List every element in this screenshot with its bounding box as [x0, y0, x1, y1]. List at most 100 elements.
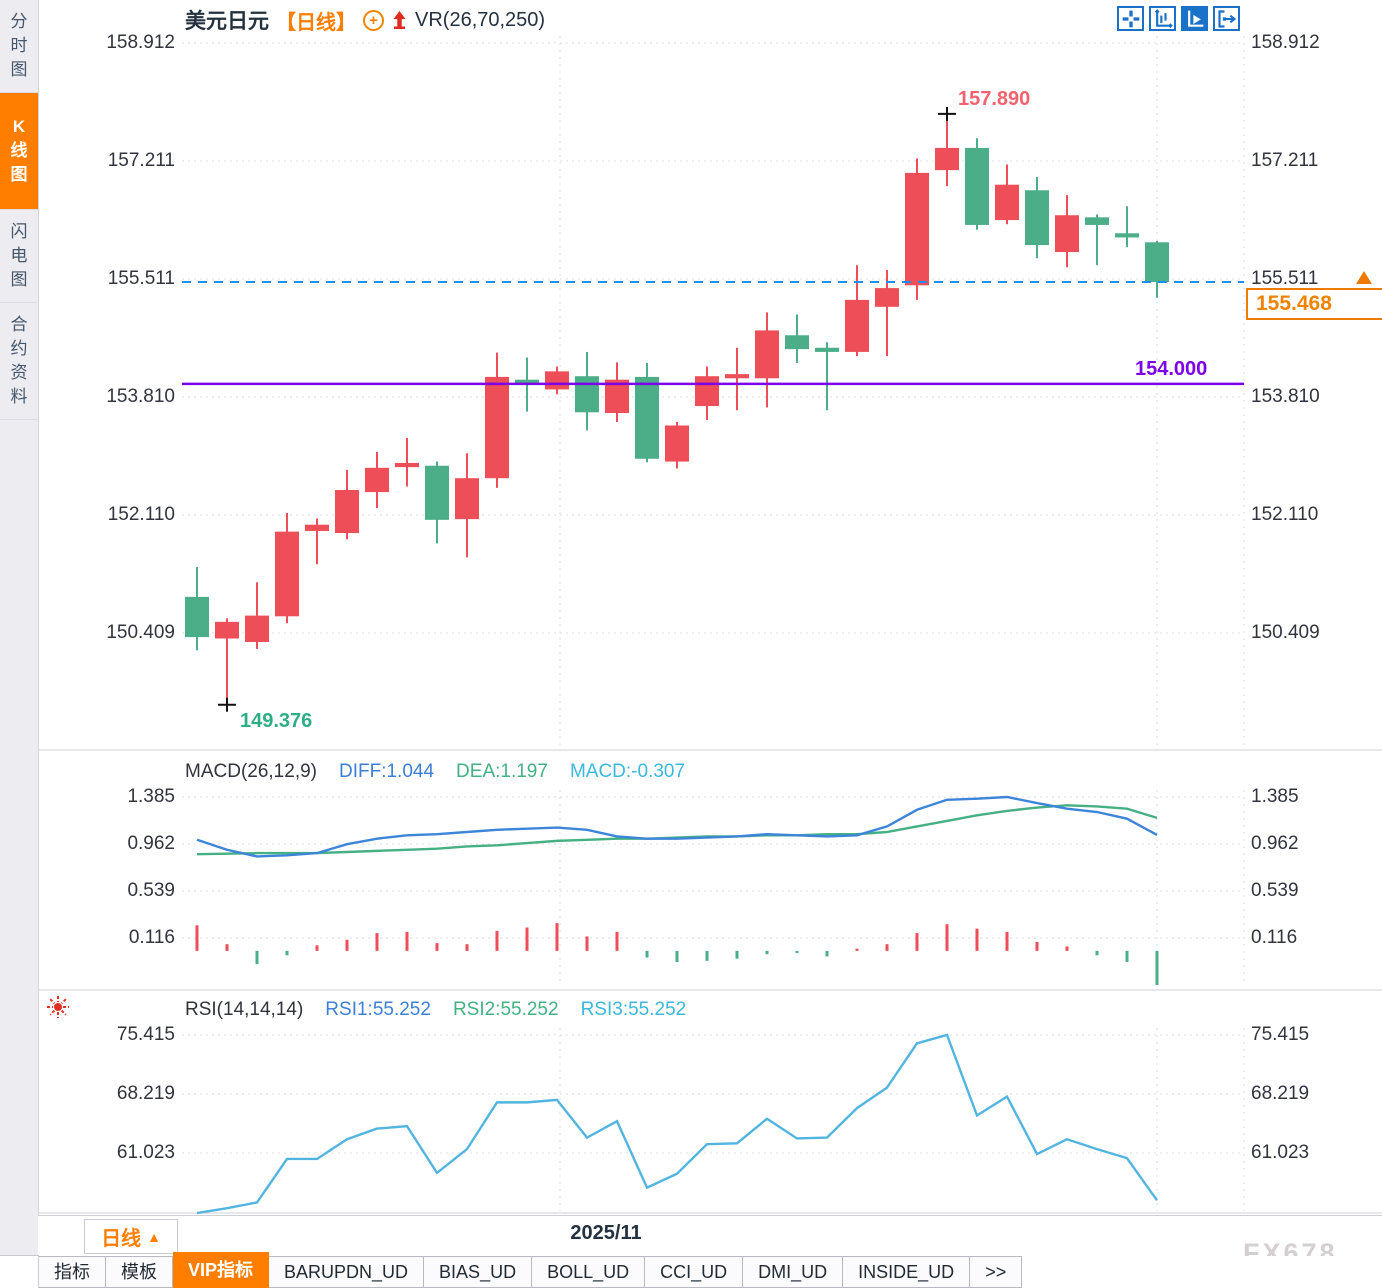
- period-selector-button[interactable]: 日线 ▲: [84, 1219, 178, 1254]
- right-axis-label: 153.810: [1251, 386, 1320, 408]
- left-axis-label: 0.116: [128, 926, 175, 948]
- period-tag[interactable]: 【日线】: [276, 11, 356, 34]
- candle-body[interactable]: [395, 462, 419, 468]
- chart-title-row: 美元日元 【日线】 + VR(26,70,250): [185, 6, 545, 34]
- right-axis-label: 155.511: [1251, 267, 1319, 289]
- last-price-tag: 155.468: [1246, 288, 1382, 320]
- right-axis-label: 68.219: [1251, 1083, 1310, 1104]
- tab-指标[interactable]: 指标: [39, 1256, 106, 1288]
- candle-body[interactable]: [995, 184, 1019, 221]
- left-axis-label: 61.023: [116, 1142, 175, 1163]
- tab-BOLL_UD[interactable]: BOLL_UD: [532, 1256, 646, 1288]
- date-axis-strip: [38, 1215, 1382, 1258]
- add-indicator-icon[interactable]: +: [363, 9, 384, 31]
- indicator-tab-bar: 指标 模板 VIP指标 BARUPDN_UD BIAS_UD BOLL_UD CCI_UD D…: [0, 1252, 1382, 1288]
- candle-body[interactable]: [335, 490, 359, 534]
- left-axis-label: 0.539: [127, 879, 175, 901]
- right-axis-label: 0.116: [1251, 926, 1298, 948]
- macd-diff-value: DIFF:1.044: [339, 761, 435, 782]
- x-axis-date-label: 2025/11: [570, 1222, 642, 1244]
- candle-body[interactable]: [935, 147, 959, 171]
- rsi-line: [196, 1033, 1158, 1215]
- tab-INSIDE_UD[interactable]: INSIDE_UD: [843, 1256, 971, 1288]
- symbol-name: 美元日元: [185, 10, 269, 33]
- rsi2-value: RSI2:55.252: [452, 999, 559, 1020]
- sidebar-item-分时图[interactable]: 分 时 图: [0, 0, 38, 93]
- candle-body[interactable]: [365, 467, 389, 493]
- candle-body[interactable]: [965, 147, 989, 225]
- alert-sun-icon[interactable]: [46, 995, 70, 1024]
- candle-body[interactable]: [575, 376, 599, 413]
- tab-BIAS_UD[interactable]: BIAS_UD: [424, 1256, 533, 1288]
- right-axis-label: 0.539: [1251, 879, 1299, 901]
- tab-VIP指标[interactable]: VIP指标: [173, 1252, 270, 1288]
- candle-body[interactable]: [665, 425, 689, 462]
- pan-right-icon[interactable]: [1213, 6, 1240, 31]
- sidebar-item-合约资料[interactable]: 合 约 资 料: [0, 303, 38, 420]
- right-axis-label: 0.962: [1251, 832, 1299, 854]
- axis-play-icon[interactable]: [1181, 6, 1208, 31]
- candle-body[interactable]: [245, 615, 269, 642]
- tab-DMI_UD[interactable]: DMI_UD: [743, 1256, 844, 1288]
- candle-body[interactable]: [785, 335, 809, 350]
- tab-CCI_UD[interactable]: CCI_UD: [645, 1256, 744, 1288]
- left-axis-label: 150.409: [106, 622, 175, 644]
- left-axis-label: 155.511: [107, 267, 175, 289]
- right-axis-label: 1.385: [1251, 786, 1299, 807]
- candle-body[interactable]: [455, 478, 479, 520]
- right-axis-label: 152.110: [1251, 503, 1319, 525]
- candle-body[interactable]: [215, 621, 239, 639]
- up-arrow-icon: [393, 11, 406, 29]
- right-axis-label: 158.912: [1251, 32, 1320, 53]
- macd-diff-line: [196, 795, 1158, 858]
- move-crosshair-icon[interactable]: [1117, 6, 1144, 31]
- candle-body[interactable]: [305, 524, 329, 531]
- tab-BARUPDN_UD[interactable]: BARUPDN_UD: [269, 1256, 425, 1288]
- candle-body[interactable]: [695, 376, 719, 407]
- overlay-indicator-label[interactable]: VR(26,70,250): [415, 8, 546, 31]
- candle-body[interactable]: [545, 371, 569, 390]
- candle-body[interactable]: [815, 347, 839, 352]
- high-price-label: 157.890: [958, 88, 1031, 110]
- left-axis-label: 157.211: [107, 150, 175, 172]
- tab-bar-spacer: [0, 1255, 39, 1288]
- candle-body[interactable]: [845, 299, 869, 352]
- candle-body[interactable]: [485, 376, 509, 479]
- candle-body[interactable]: [605, 379, 629, 413]
- candle-body[interactable]: [1115, 233, 1139, 238]
- macd-header: MACD(26,12,9) DIFF:1.044 DEA:1.197 MACD:…: [185, 761, 685, 783]
- candle-body[interactable]: [1025, 190, 1049, 246]
- left-axis-label: 153.810: [106, 386, 175, 408]
- chart-toolbar: [1117, 6, 1240, 31]
- macd-title[interactable]: MACD(26,12,9): [185, 761, 317, 782]
- left-axis-label: 68.219: [116, 1083, 175, 1104]
- sidebar-item-K线图[interactable]: K 线 图: [0, 93, 38, 210]
- rsi-title[interactable]: RSI(14,14,14): [185, 999, 304, 1020]
- axis-scale-icon[interactable]: [1149, 6, 1176, 31]
- candle-body[interactable]: [1085, 217, 1109, 225]
- left-axis-label: 1.385: [127, 786, 175, 807]
- candle-body[interactable]: [755, 330, 779, 379]
- chevron-up-icon: ▲: [147, 1228, 161, 1245]
- candle-body[interactable]: [725, 374, 749, 379]
- left-axis-label: 152.110: [107, 503, 175, 525]
- tab->>[interactable]: >>: [970, 1256, 1023, 1288]
- sidebar-item-闪电图[interactable]: 闪 电 图: [0, 210, 38, 303]
- candle-body[interactable]: [185, 596, 209, 638]
- candle-body[interactable]: [905, 172, 929, 286]
- candle-body[interactable]: [275, 531, 299, 617]
- candle-body[interactable]: [515, 379, 539, 384]
- left-axis-label: 158.912: [106, 32, 175, 53]
- last-price-marker-icon: [1356, 271, 1372, 284]
- candle-body[interactable]: [635, 376, 659, 459]
- candle-body[interactable]: [1145, 242, 1169, 282]
- candle-body[interactable]: [875, 288, 899, 307]
- period-selector-label: 日线: [101, 1228, 142, 1250]
- candle-body[interactable]: [1055, 215, 1079, 253]
- candle-body[interactable]: [425, 465, 449, 520]
- rsi3-value: RSI3:55.252: [580, 999, 687, 1020]
- tab-模板[interactable]: 模板: [106, 1256, 173, 1288]
- macd-dea-value: DEA:1.197: [456, 761, 548, 782]
